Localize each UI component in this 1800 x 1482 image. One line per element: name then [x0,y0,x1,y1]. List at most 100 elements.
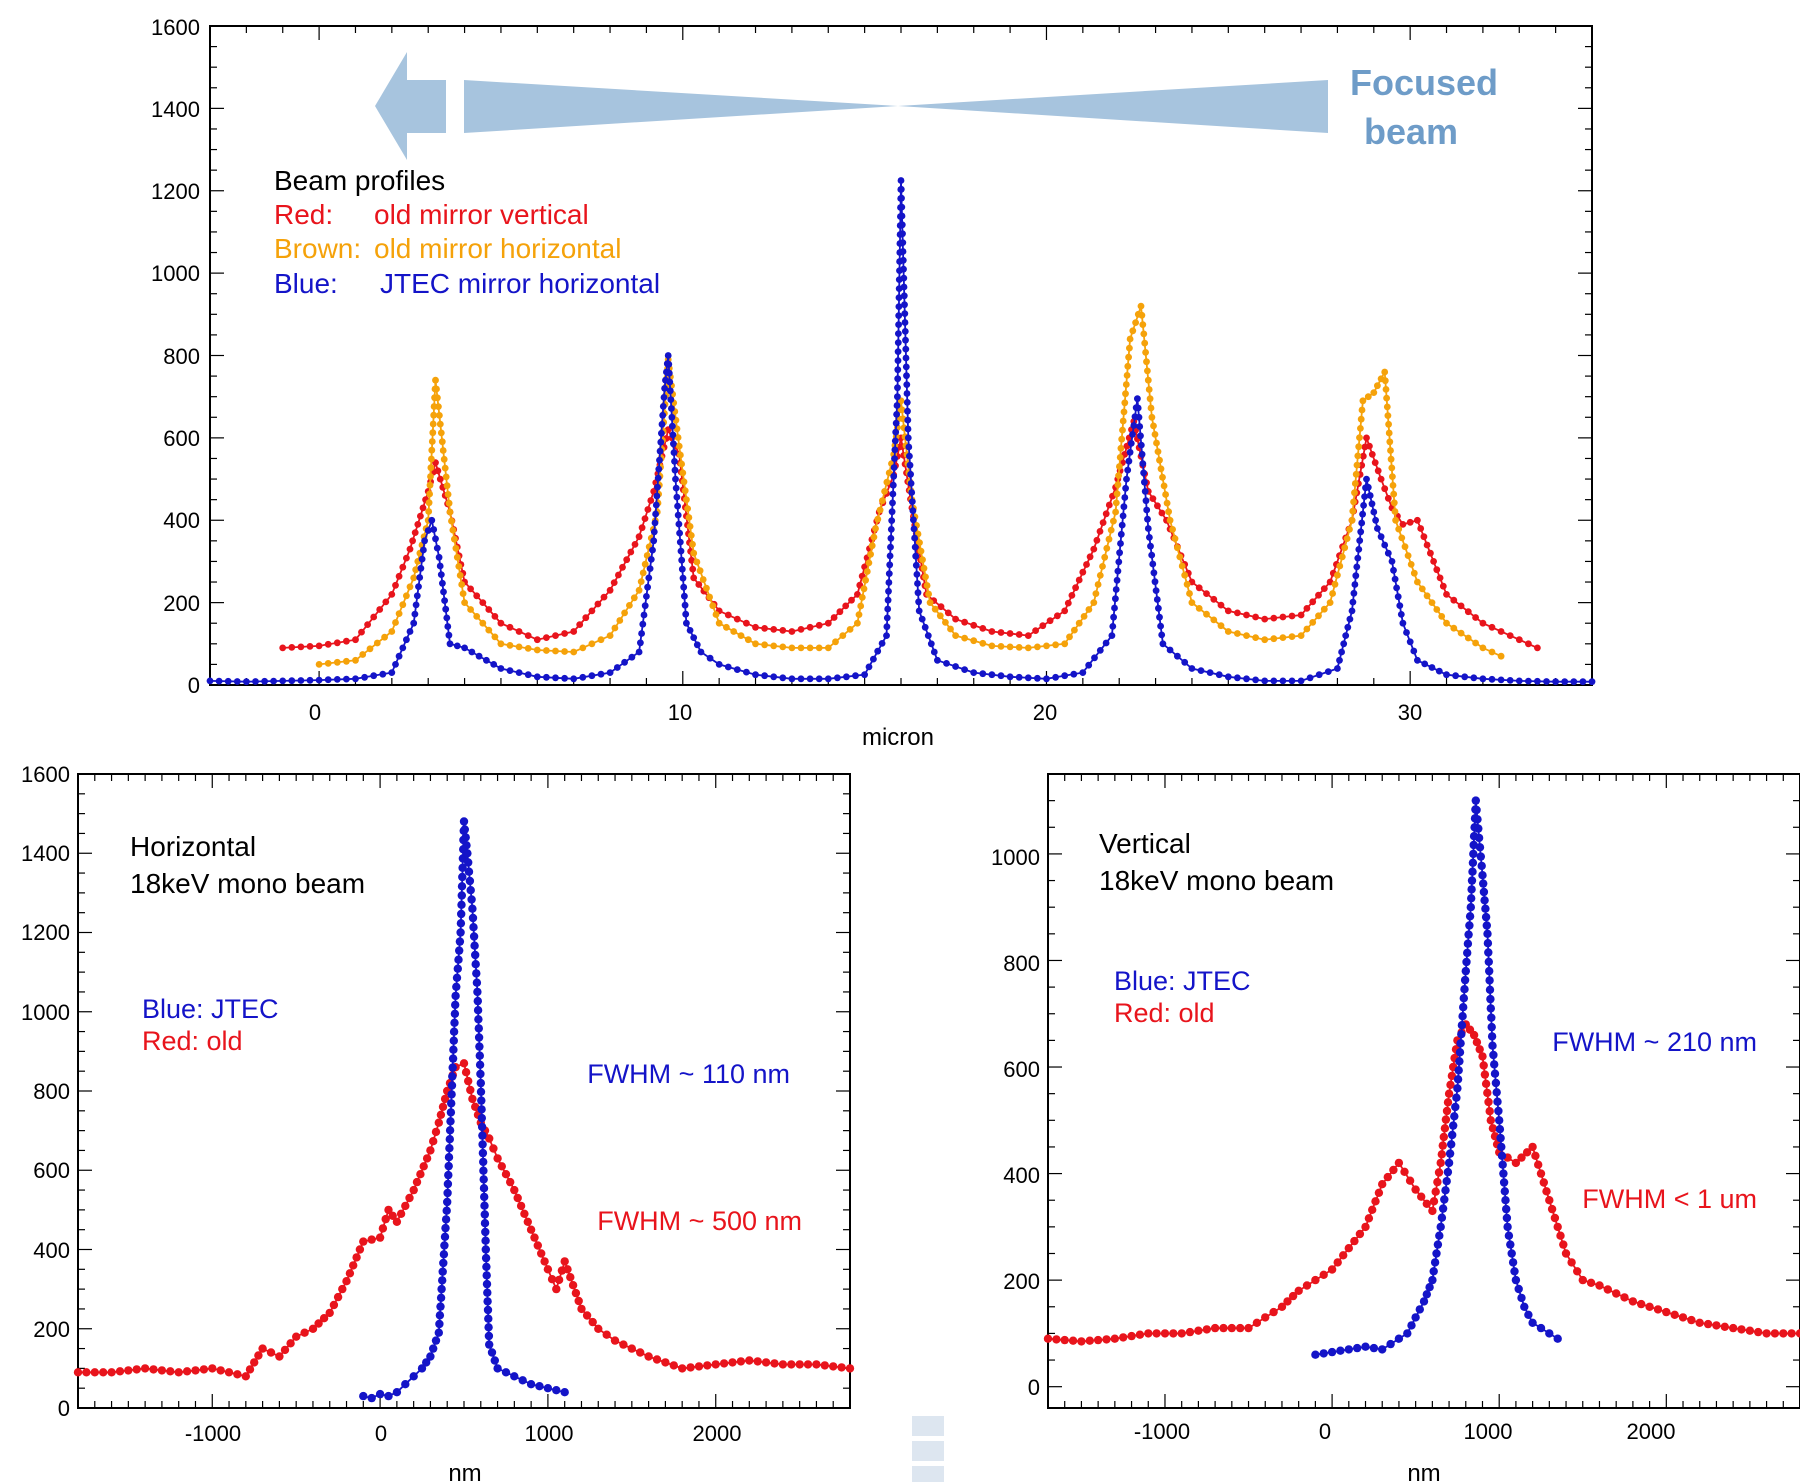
top-series-point [988,628,996,635]
top-series-point [674,434,682,441]
top-series-point [761,625,768,632]
bl-series-point [479,1157,488,1167]
top-series-point [906,461,914,469]
top-series-point [453,642,461,650]
top-series-point [1303,605,1311,612]
top-series-point [1391,575,1399,583]
top-series-point [1334,571,1341,579]
br-series-point [1169,1329,1178,1338]
bottom-right-chart: 0 200 400 600 800 1000 -1000 0 1000 2000… [991,773,1800,1482]
top-series-point [1142,349,1149,356]
top-series-point [1326,599,1334,606]
top-series-point [1140,469,1147,477]
top-series-point [1336,562,1344,570]
top-series-point [1154,502,1161,510]
top-series-point [862,576,869,584]
top-series-point [1534,644,1541,652]
top-series-point [1210,595,1218,603]
top-series-point [1139,321,1147,328]
top-series-point [333,658,341,666]
top-series-point [979,670,987,678]
br-series-point [1451,1102,1460,1112]
br-series-point [1567,1258,1576,1267]
bl-series-point [333,1292,343,1302]
top-series-point [650,537,658,545]
bl-series-point [487,1348,497,1357]
top-series-point [1303,625,1311,633]
top-series-point [733,615,741,623]
top-series-point [1479,619,1487,627]
top-series-point [552,632,559,639]
br-series-point [1465,921,1474,930]
bl-series-point [571,1288,581,1298]
bl-series-point [254,1351,263,1360]
top-series-point [923,582,931,589]
top-series-point [676,538,684,546]
top-series-point [1158,509,1166,517]
top-series-point [894,357,902,364]
bl-series-point [686,1363,695,1372]
top-series-point [879,497,886,505]
top-series-point [878,640,886,647]
top-series-point [752,623,759,631]
bl-series-point [455,937,465,946]
br-series-point [1463,948,1472,958]
top-series-point [1357,528,1365,536]
top-series-point [1234,609,1241,617]
top-series-point [413,592,421,600]
br-series-point [1135,1330,1145,1339]
bl-series-point [466,1085,475,1095]
bl-series-point [459,817,469,826]
top-series-point [1143,358,1150,366]
top-series-point [388,628,396,635]
br-series-point [1461,966,1471,976]
top-series-point [1149,560,1157,568]
bl-xtick-label: 1000 [525,1421,574,1446]
top-series-point [679,469,687,477]
top-series-point [1111,604,1118,612]
top-series-point [1368,500,1376,508]
beam-cone-right [898,80,1328,133]
bl-series-point [448,1054,458,1063]
top-series-point [1141,478,1148,486]
top-series-point [908,498,916,505]
legend-red-text: old mirror vertical [374,199,589,230]
top-series-point [1145,386,1153,393]
top-series-point [848,596,855,604]
br-series-point [1479,887,1489,897]
bl-series-point [381,1214,390,1224]
bl-series-point [275,1352,284,1361]
top-series-point [442,605,450,613]
bl-series-point [300,1328,309,1337]
bl-series-point [115,1367,125,1376]
bl-series-point [454,955,463,964]
bl-series-point [736,1357,746,1366]
top-series-point [868,542,876,550]
bl-series-point [392,1388,402,1397]
br-series-point [1344,1345,1354,1354]
br-series-point [1437,1213,1447,1222]
br-series-point [1573,1267,1582,1276]
br-series-point [1336,1346,1345,1355]
bl-series-point [224,1368,234,1377]
top-series-point [600,593,608,601]
top-series-point [1334,665,1341,672]
top-series-point [1403,629,1410,636]
bl-series-point [652,1355,662,1364]
br-series-point [1678,1313,1688,1322]
top-series-point [1355,546,1363,553]
top-series-point [315,661,323,668]
top-series-point [627,548,635,556]
top-series-point [1315,591,1322,599]
top-series-point [1423,541,1431,549]
top-series-point [1457,602,1465,610]
top-series-point [364,621,371,628]
top-series-point [366,645,374,653]
top-series-point [699,576,707,583]
top-series-point [788,628,796,635]
top-series-point [887,526,895,533]
br-series-point [1353,1343,1362,1353]
br-series-point [1428,1275,1437,1285]
top-ytick-label: 400 [163,508,200,533]
br-series-point [1431,1187,1440,1196]
